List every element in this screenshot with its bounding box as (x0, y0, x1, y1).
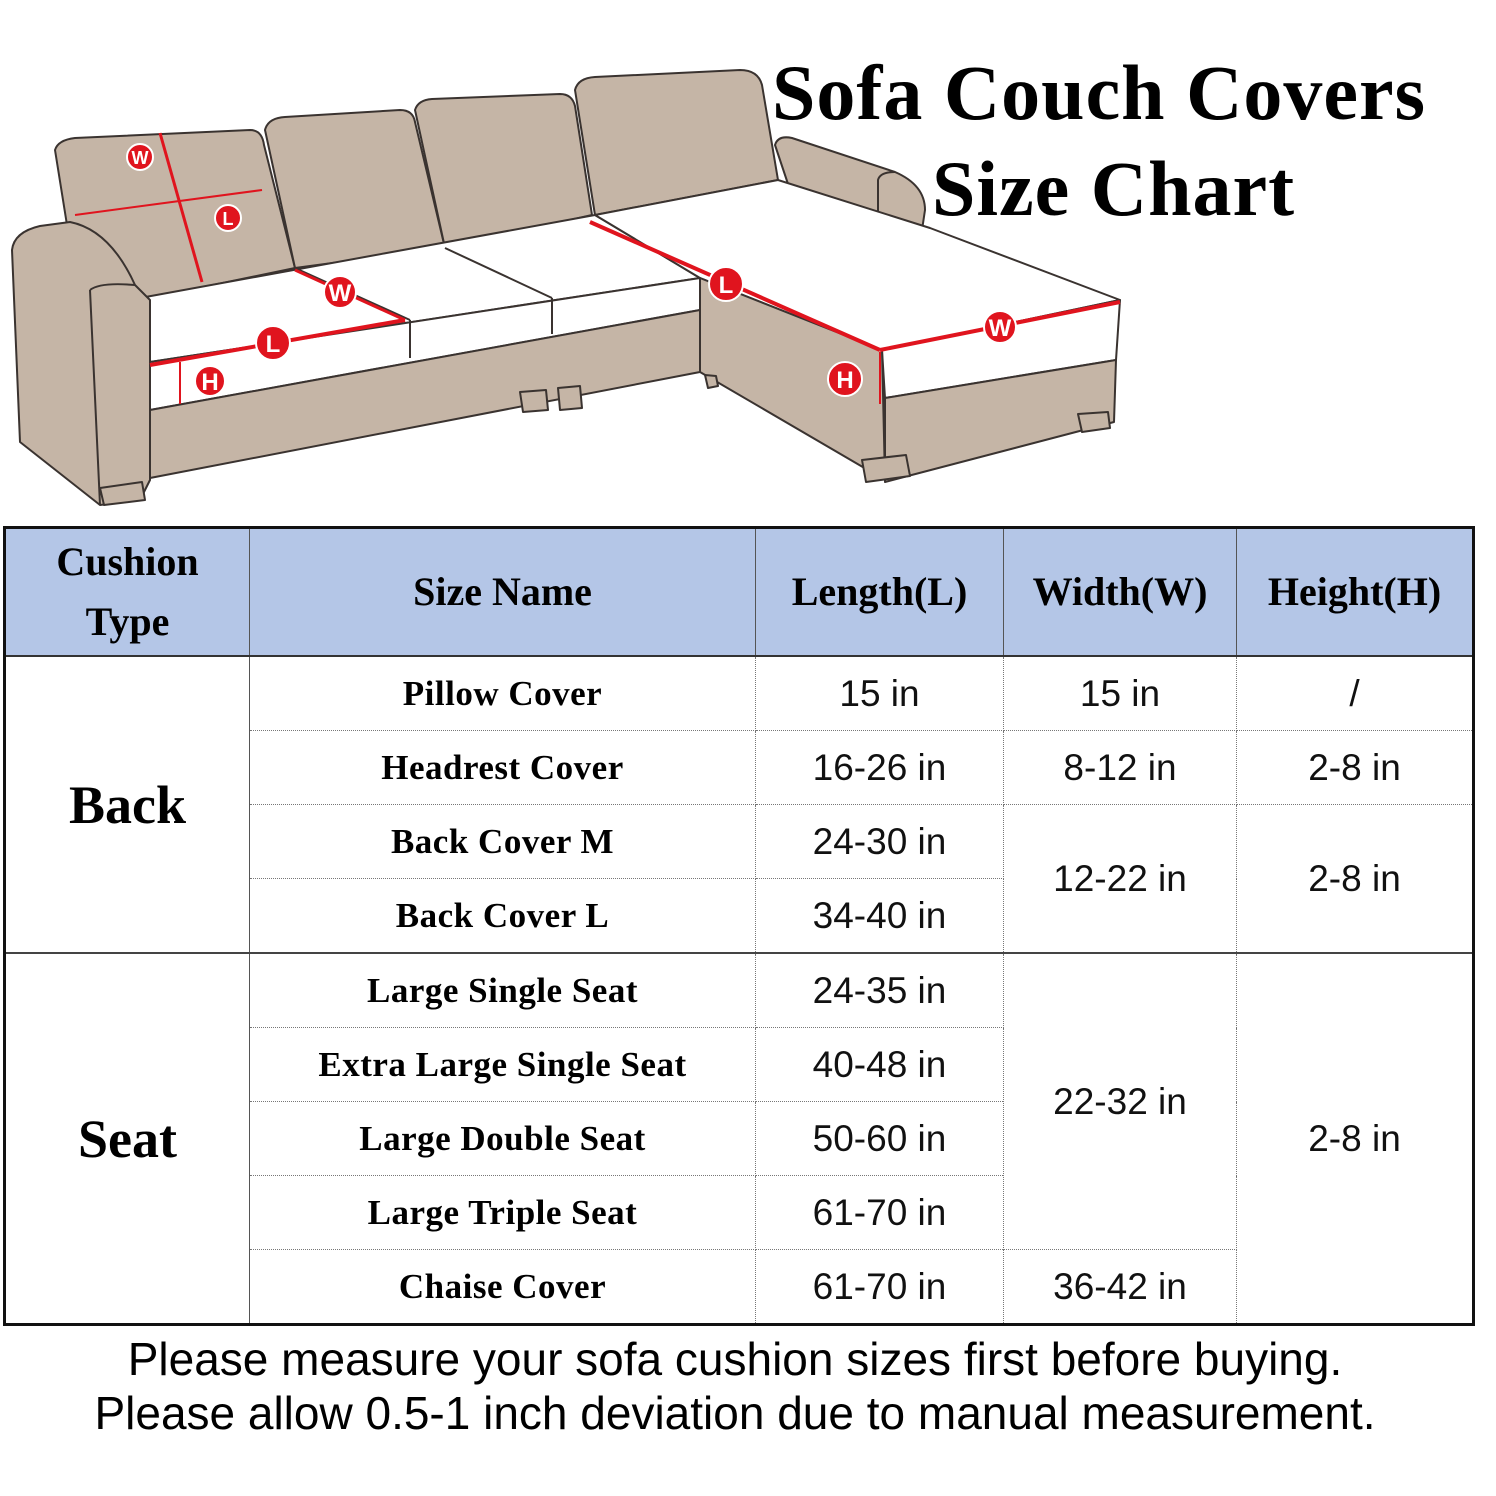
length-value: 61-70 in (755, 1249, 1004, 1325)
chaise-base-front (884, 359, 1117, 483)
footer-note-deviation: Please allow 0.5-1 inch deviation due to… (94, 1387, 1376, 1439)
page-title: Sofa Couch Covers (772, 49, 1426, 136)
height-label: H (201, 369, 218, 396)
height-value: 2-8 in (1236, 952, 1474, 1325)
height-value: 2-8 in (1236, 804, 1474, 954)
width-value: 8-12 in (1003, 730, 1237, 805)
width-value: 36-42 in (1003, 1249, 1237, 1325)
height-label: H (836, 367, 853, 394)
table-row: Large Double Seat 50-60 in (5, 1101, 1474, 1176)
sofa-measurement-diagram: W L W L H L W H (11, 69, 1121, 506)
header-size-name: Size Name (249, 527, 756, 657)
size-name: Back Cover M (249, 804, 756, 879)
table-row: Back Pillow Cover 15 in 15 in / (4, 655, 1474, 954)
header-cushion-type: Cushion Type (4, 527, 250, 657)
width-label: W (132, 148, 149, 168)
length-value: 24-35 in (755, 952, 1004, 1028)
table-header: Cushion Type Size Name Length(L) Width(W… (4, 527, 1474, 657)
cushion-type-back: Back (4, 655, 250, 954)
table-row: Extra Large Single Seat 40-48 in (5, 1027, 1474, 1102)
length-label: L (266, 331, 281, 358)
length-value: 16-26 in (755, 730, 1004, 805)
table-row: Chaise Cover 61-70 in 36-42 in (5, 1249, 1474, 1325)
page-subtitle: Size Chart (932, 145, 1296, 232)
size-name: Extra Large Single Seat (249, 1027, 756, 1102)
length-label: L (223, 209, 234, 229)
height-value: / (1236, 655, 1474, 731)
width-value: 22-32 in (1003, 952, 1237, 1250)
size-name: Chaise Cover (249, 1249, 756, 1325)
size-chart-table: Cushion Type Size Name Length(L) Width(W… (3, 526, 1475, 1326)
length-value: 50-60 in (755, 1101, 1004, 1176)
size-name: Large Single Seat (249, 952, 756, 1028)
length-value: 40-48 in (755, 1027, 1004, 1102)
left-armrest (11, 221, 151, 506)
length-label: L (719, 272, 734, 299)
height-value: 2-8 in (1236, 730, 1474, 805)
width-label: W (329, 280, 352, 307)
back-cushion-3 (414, 93, 593, 249)
size-name: Large Double Seat (249, 1101, 756, 1176)
table-row: Large Triple Seat 61-70 in (5, 1175, 1474, 1250)
size-name: Headrest Cover (249, 730, 756, 805)
header-height: Height(H) (1236, 527, 1474, 657)
size-name: Large Triple Seat (249, 1175, 756, 1250)
header-width: Width(W) (1003, 527, 1237, 657)
back-cushion-4 (574, 69, 779, 216)
length-value: 24-30 in (755, 804, 1004, 879)
table-row: Seat Large Single Seat 24-35 in 22-32 in… (4, 952, 1474, 1325)
size-name: Pillow Cover (249, 655, 756, 731)
length-value: 34-40 in (755, 878, 1004, 954)
size-name: Back Cover L (249, 878, 756, 954)
length-value: 61-70 in (755, 1175, 1004, 1250)
width-value: 15 in (1003, 655, 1237, 731)
width-value: 12-22 in (1003, 804, 1237, 954)
table-row: Back Cover M 24-30 in 12-22 in 2-8 in (5, 804, 1474, 954)
back-cushion-2 (264, 109, 446, 269)
header-length: Length(L) (755, 527, 1004, 657)
right-armrest (774, 136, 926, 233)
length-value: 15 in (755, 655, 1004, 731)
cushion-type-seat: Seat (4, 952, 250, 1325)
footer-note-measure: Please measure your sofa cushion sizes f… (127, 1333, 1343, 1385)
width-label: W (989, 315, 1012, 342)
